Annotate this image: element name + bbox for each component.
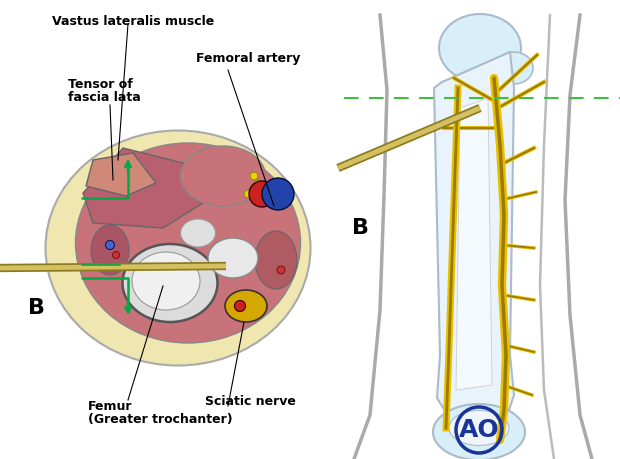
- Ellipse shape: [45, 130, 311, 365]
- Ellipse shape: [208, 238, 258, 278]
- Ellipse shape: [449, 410, 509, 446]
- Polygon shape: [456, 98, 492, 390]
- Circle shape: [254, 180, 262, 188]
- Circle shape: [249, 181, 275, 207]
- Text: Sciatic nerve: Sciatic nerve: [205, 395, 296, 408]
- Ellipse shape: [76, 143, 301, 343]
- Ellipse shape: [495, 52, 533, 84]
- Polygon shape: [83, 148, 203, 228]
- Text: Vastus lateralis muscle: Vastus lateralis muscle: [52, 15, 215, 28]
- Circle shape: [105, 241, 115, 250]
- Text: (Greater trochanter): (Greater trochanter): [88, 413, 232, 426]
- Text: AO: AO: [459, 418, 499, 442]
- Ellipse shape: [255, 231, 297, 289]
- Polygon shape: [434, 52, 514, 425]
- Text: Femoral artery: Femoral artery: [196, 52, 300, 65]
- Text: fascia lata: fascia lata: [68, 91, 141, 104]
- Circle shape: [250, 172, 258, 180]
- Polygon shape: [86, 153, 156, 196]
- Circle shape: [277, 266, 285, 274]
- Text: Femur: Femur: [88, 400, 133, 413]
- Circle shape: [244, 190, 252, 198]
- Text: B: B: [352, 218, 369, 238]
- Ellipse shape: [225, 290, 267, 322]
- Circle shape: [264, 190, 272, 198]
- Ellipse shape: [433, 404, 525, 459]
- Ellipse shape: [439, 14, 521, 82]
- Circle shape: [112, 252, 120, 258]
- Circle shape: [262, 178, 294, 210]
- Ellipse shape: [91, 225, 129, 275]
- Ellipse shape: [180, 146, 265, 206]
- Ellipse shape: [180, 219, 216, 247]
- Circle shape: [234, 301, 246, 312]
- Circle shape: [270, 180, 278, 188]
- Ellipse shape: [123, 244, 218, 322]
- Ellipse shape: [132, 252, 200, 310]
- Text: Tensor of: Tensor of: [68, 78, 133, 91]
- Text: B: B: [28, 298, 45, 318]
